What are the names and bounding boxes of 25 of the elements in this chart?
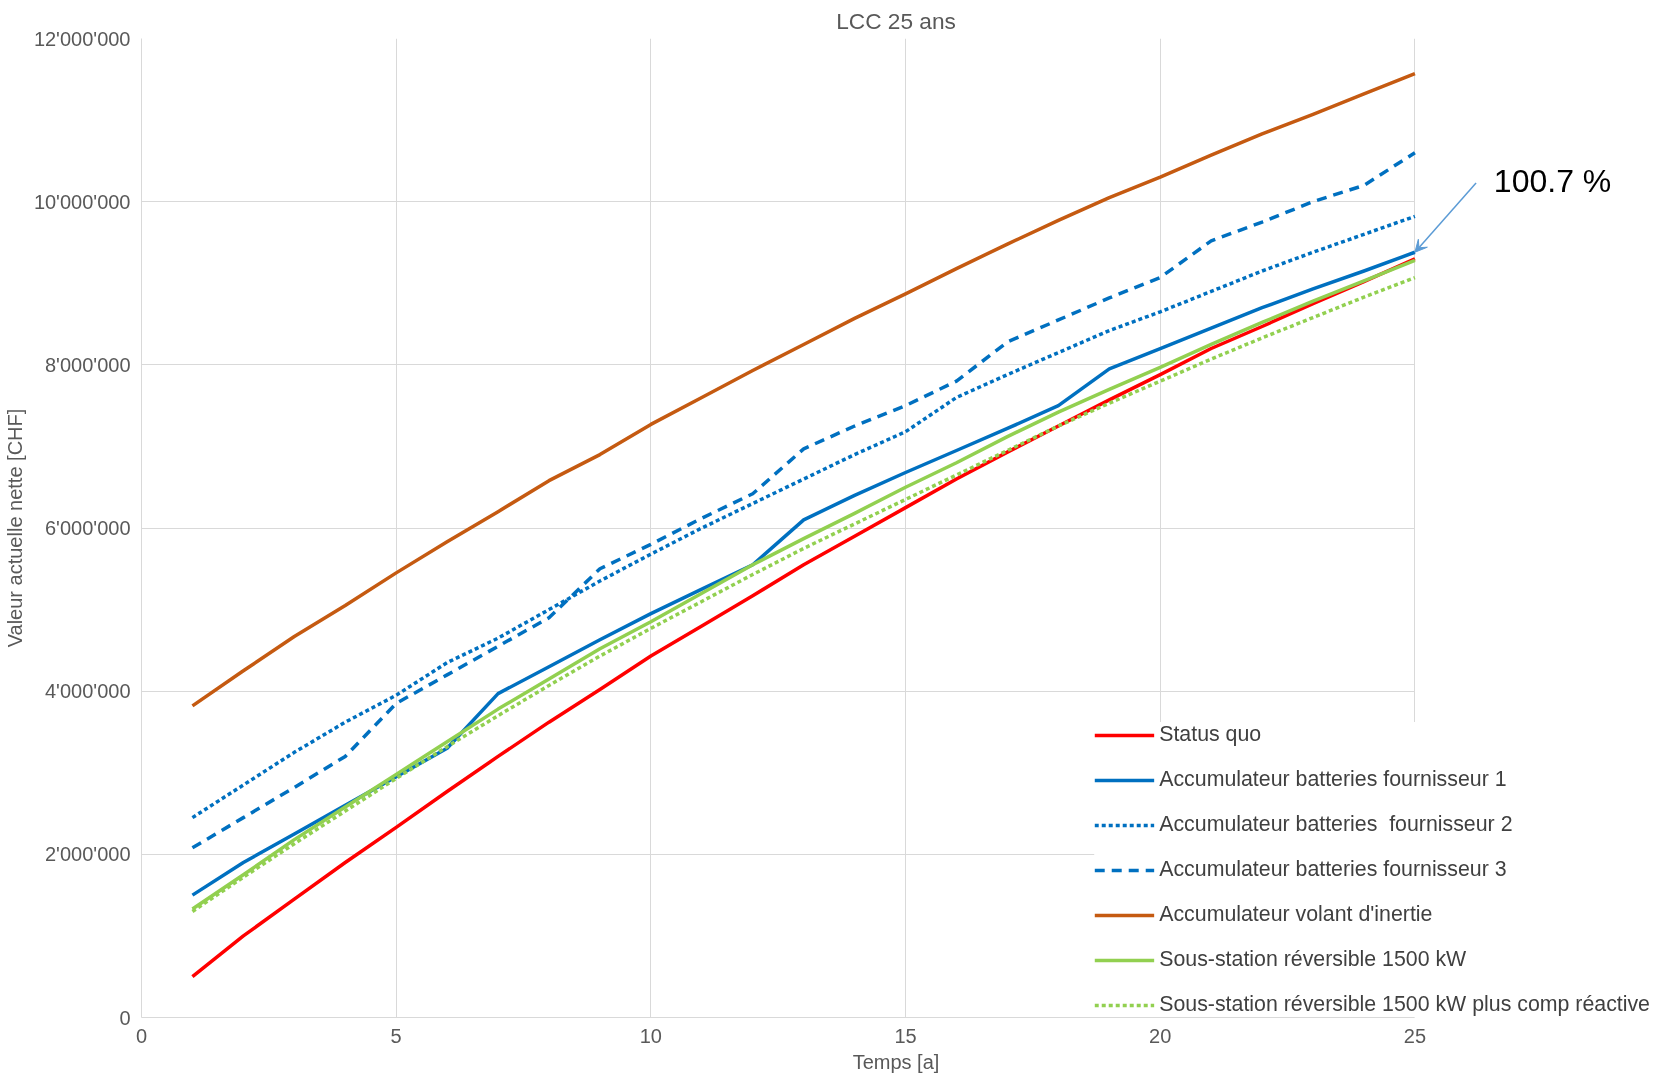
x-tick-label: 5 bbox=[390, 1024, 402, 1047]
y-tick-label: 4'000'000 bbox=[45, 680, 131, 703]
annotation: 100.7 % bbox=[1493, 163, 1612, 200]
y-tick-label: 10'000'000 bbox=[33, 190, 131, 213]
line-series bbox=[190, 71, 1417, 708]
y-tick-label: 0 bbox=[119, 1006, 131, 1029]
x-axis-title: Temps [a] bbox=[852, 1050, 940, 1073]
y-axis-title: Valeur actuelle nette [CHF] bbox=[3, 408, 26, 648]
legend-label: Accumulateur batteries fournisseur 3 bbox=[1159, 857, 1507, 882]
legend-label: Accumulateur batteries fournisseur 1 bbox=[1159, 767, 1507, 792]
chart-title: LCC 25 ans bbox=[836, 7, 956, 34]
y-tick-label: 8'000'000 bbox=[45, 353, 131, 376]
x-tick-label: 0 bbox=[135, 1024, 148, 1047]
y-tick-label: 6'000'000 bbox=[45, 517, 131, 539]
x-tick-label: 15 bbox=[894, 1024, 917, 1047]
legend-label: Accumulateur batteries fournisseur 2 bbox=[1159, 812, 1513, 837]
y-tick-label: 2'000'000 bbox=[45, 843, 131, 866]
x-tick-label: 25 bbox=[1403, 1024, 1427, 1047]
legend-label: Sous-station réversible 1500 kW bbox=[1159, 947, 1467, 972]
legend-label: Sous-station réversible 1500 kW plus comp réactive bbox=[1159, 992, 1650, 1017]
legend-label: Accumulateur volant d'inertie bbox=[1159, 902, 1433, 927]
x-tick-label: 10 bbox=[639, 1024, 662, 1047]
x-tick-label: 20 bbox=[1149, 1024, 1172, 1047]
y-tick-label: 12'000'000 bbox=[33, 27, 131, 50]
legend-label: Status quo bbox=[1159, 722, 1262, 747]
